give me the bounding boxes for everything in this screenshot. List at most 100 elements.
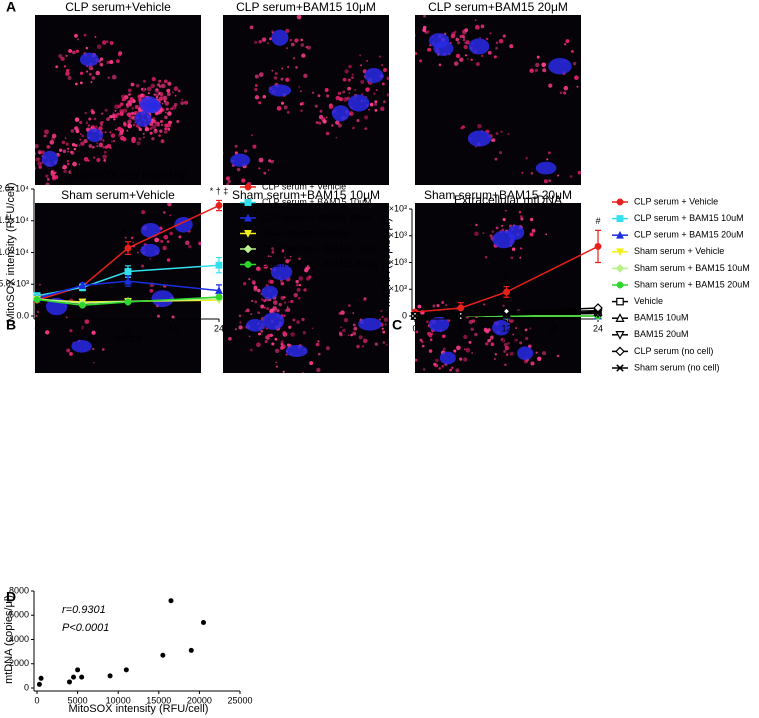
mito-dot [453, 349, 457, 353]
legend-label: CLP serum + BAM15 10uM [262, 197, 372, 207]
mito-dot [58, 54, 63, 58]
nucleus [535, 161, 557, 175]
y-tick-label: 2×10³ [384, 284, 407, 294]
mito-dot [25, 150, 27, 152]
mito-dot [280, 340, 284, 344]
mito-dot [45, 182, 50, 185]
mito-dot [499, 151, 503, 155]
annotation: * ‡ [122, 227, 133, 237]
mito-dot [83, 139, 88, 144]
y-tick-label: 5.0×10³ [0, 279, 29, 289]
mito-dot [352, 331, 357, 336]
mito-dot [81, 134, 84, 138]
mito-dot [282, 330, 287, 336]
mito-dot [254, 300, 258, 304]
mito-dot [495, 226, 499, 230]
mito-dot [455, 53, 461, 59]
nucleus [364, 67, 384, 84]
panel-label: D [6, 589, 16, 605]
marker [594, 243, 602, 250]
mito-dot [361, 345, 365, 348]
nucleus [79, 52, 99, 67]
legend-marker [616, 297, 624, 306]
mito-dot [160, 83, 166, 89]
mito-dot [102, 146, 105, 149]
mito-dot [428, 349, 433, 353]
mito-dot [298, 276, 304, 281]
mito-dot [297, 296, 301, 300]
mito-dot [519, 341, 523, 345]
mito-dot [68, 170, 73, 174]
mito-dot [422, 368, 426, 371]
mito-dot [65, 54, 68, 57]
mito-dot [66, 159, 70, 163]
mito-dot [474, 24, 480, 30]
mito-dot [166, 88, 171, 93]
mito-dot [79, 71, 84, 75]
mito-dot [116, 112, 120, 116]
image-caption: CLP serum+Vehicle [65, 0, 171, 14]
scatter-point [123, 667, 129, 673]
chart-title: Extracellular mtDNA [454, 193, 562, 207]
mito-dot [285, 28, 290, 34]
mito-dot [173, 102, 178, 107]
mito-dot [358, 335, 363, 340]
y-axis-label: mtDNA (copies/μl) [381, 218, 393, 307]
mito-dot [45, 330, 50, 335]
mito-dot [302, 330, 307, 335]
mito-dot [500, 224, 504, 228]
mito-dot [130, 111, 135, 115]
mito-dot [66, 348, 71, 353]
mito-dot [85, 46, 88, 49]
mito-dot [133, 118, 136, 121]
mito-dot [271, 342, 275, 346]
x-tick-label: 12 [123, 323, 133, 333]
mito-dot [464, 54, 468, 57]
mito-dot [254, 74, 259, 79]
mito-dot [37, 161, 42, 166]
mito-dot [295, 279, 299, 284]
x-tick-label: 24 [214, 323, 224, 333]
mito-dot [518, 210, 522, 214]
panel-label: B [6, 317, 16, 333]
mito-dot [322, 119, 327, 124]
mito-dot [66, 68, 70, 73]
mito-dot [426, 320, 429, 324]
mito-dot [441, 300, 445, 304]
mito-dot [111, 140, 113, 143]
mito-dot [163, 130, 168, 134]
mito-dot [263, 171, 267, 175]
mito-dot [161, 102, 164, 105]
mito-dot [112, 112, 115, 115]
mito-dot [174, 94, 177, 97]
mito-dot [415, 358, 418, 362]
mito-dot [433, 362, 437, 366]
mito-dot [289, 255, 292, 258]
scatter-point [188, 647, 194, 653]
mito-dot [490, 342, 495, 347]
mito-dot [141, 264, 145, 268]
mito-dot [30, 142, 33, 145]
mito-dot [132, 241, 134, 244]
mito-dot [283, 296, 286, 299]
mito-dot [267, 255, 270, 258]
mito-dot [391, 70, 393, 72]
mito-dot [317, 121, 322, 125]
marker [124, 244, 132, 252]
mito-dot [298, 86, 300, 88]
mito-dot [498, 38, 504, 44]
mito-dot [504, 345, 510, 351]
x-axis-label: MitoSOX intensity (RFU/cell) [69, 703, 209, 715]
mito-dot [154, 237, 160, 243]
mito-dot [542, 68, 547, 73]
mito-dot [165, 107, 169, 111]
scatter-point [71, 674, 77, 680]
mito-dot [382, 67, 388, 73]
mito-dot [257, 311, 260, 315]
mito-dot [512, 333, 515, 336]
mito-dot [441, 364, 445, 368]
mito-dot [253, 40, 258, 44]
mito-dot [530, 361, 535, 366]
mito-dot [18, 165, 22, 169]
